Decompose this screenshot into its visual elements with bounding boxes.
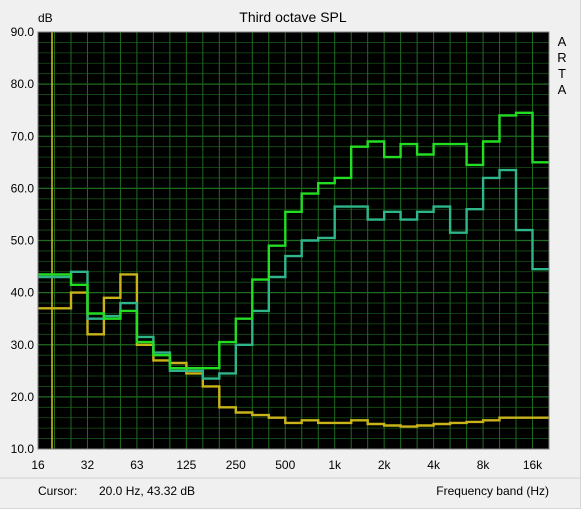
series-line bbox=[38, 273, 549, 428]
y-axis-label: dB bbox=[38, 11, 53, 25]
watermark-letter: A bbox=[558, 34, 567, 49]
cursor-label: Cursor: bbox=[38, 484, 77, 498]
x-axis-label: Frequency band (Hz) bbox=[436, 484, 549, 498]
y-tick-label: 70.0 bbox=[11, 129, 35, 143]
watermark-letter: R bbox=[557, 50, 566, 65]
series-line bbox=[38, 111, 549, 370]
watermark-letter: A bbox=[558, 82, 567, 97]
chart-title: Third octave SPL bbox=[239, 9, 347, 25]
x-tick-label: 125 bbox=[176, 458, 196, 472]
y-tick-label: 20.0 bbox=[11, 390, 35, 404]
x-tick-label: 32 bbox=[81, 458, 95, 472]
x-tick-label: 500 bbox=[275, 458, 295, 472]
y-tick-label: 50.0 bbox=[11, 234, 35, 248]
x-tick-label: 2k bbox=[378, 458, 392, 472]
grid bbox=[38, 32, 549, 449]
x-tick-label: 16 bbox=[31, 458, 45, 472]
y-tick-label: 30.0 bbox=[11, 338, 35, 352]
series-group bbox=[38, 111, 549, 428]
series-line bbox=[38, 168, 549, 380]
x-tick-label: 4k bbox=[427, 458, 441, 472]
plot-frame bbox=[37, 31, 550, 450]
cursor-readout: 20.0 Hz, 43.32 dB bbox=[99, 484, 195, 498]
y-ticks: 90.0 80.0 70.0 60.0 50.0 40.0 30.0 20.0 10.0 bbox=[11, 25, 35, 456]
y-tick-label: 40.0 bbox=[11, 286, 35, 300]
x-tick-label: 250 bbox=[226, 458, 246, 472]
x-ticks: 16 32 63 125 250 500 1k 2k 4k 8k 16k bbox=[31, 458, 543, 472]
x-tick-label: 1k bbox=[328, 458, 342, 472]
y-tick-label: 80.0 bbox=[11, 77, 35, 91]
y-tick-label: 90.0 bbox=[11, 25, 35, 39]
y-tick-label: 10.0 bbox=[11, 442, 35, 456]
y-tick-label: 60.0 bbox=[11, 181, 35, 195]
x-tick-label: 8k bbox=[477, 458, 491, 472]
x-tick-label: 63 bbox=[130, 458, 144, 472]
x-tick-label: 16k bbox=[523, 458, 543, 472]
watermark-letter: T bbox=[558, 66, 566, 81]
